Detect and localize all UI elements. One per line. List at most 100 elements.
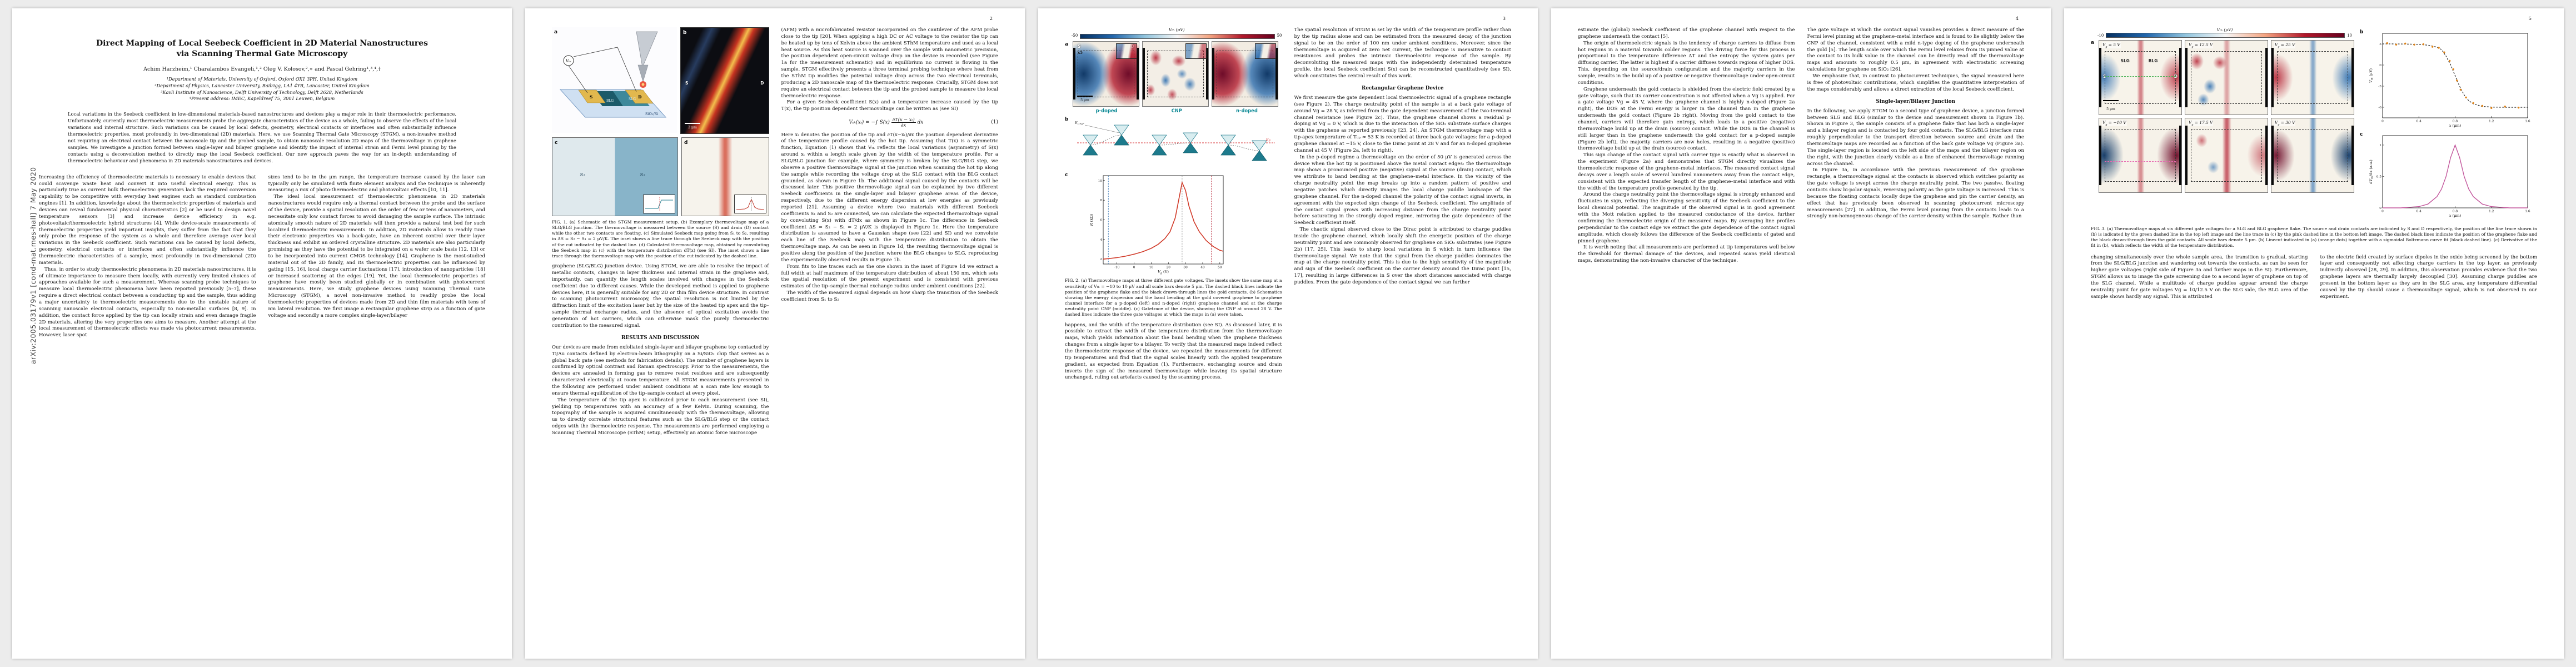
- resistance-gatetrace-plot: -10 0 10 20 30 40 50 2 4 6 8 10 Vg (V) R (kΩ): [1088, 172, 1227, 275]
- flake-outline: [2191, 128, 2262, 182]
- column-right: (AFM) with a microfabricated resistor in…: [781, 27, 999, 437]
- line-trace-inset: [734, 195, 766, 213]
- source-label: S: [1078, 43, 1081, 49]
- svg-text:0: 0: [1133, 266, 1135, 270]
- svg-text:Vth (μV): Vth (μV): [2369, 68, 2374, 83]
- ecnp-label: ECNP: [1074, 121, 1084, 126]
- colorbar-min: -50: [1072, 33, 1078, 38]
- scale-bar: 2 μm: [685, 122, 700, 131]
- doping-labels: p-doped CNP n-doped: [1095, 107, 1258, 113]
- arxiv-watermark: arXiv:2005.03179v1 [cond-mat.mes-hall] 7…: [29, 167, 37, 364]
- svg-text:1.2: 1.2: [2489, 120, 2494, 123]
- thermovoltage-map-12-5v: Vg = 12.5 V: [2185, 40, 2268, 115]
- svg-text:0.8: 0.8: [2453, 120, 2458, 123]
- body-paragraph: It is worth noting that all measurements…: [1578, 245, 1795, 264]
- svg-text:dVth/dx (a.u.): dVth/dx (a.u.): [2369, 160, 2374, 184]
- body-paragraph: The chaotic signal observed close to the…: [1294, 227, 1512, 286]
- body-paragraph: Graphene underneath the gold contacts is…: [1578, 86, 1795, 152]
- colorbar-title: Vₜₕ (μV): [2216, 27, 2233, 32]
- linecut-plot: 0 0.4 0.8 1.2 1.6 -6 -3 0 3 x (μm) Vth (μV): [2368, 29, 2532, 128]
- flake-outline: [1147, 51, 1204, 97]
- body-paragraph: The origin of thermoelectric signals is …: [1578, 40, 1795, 86]
- svg-text:Vg (V): Vg (V): [1158, 270, 1169, 275]
- figure-1: a Vₜₕ: [552, 27, 769, 259]
- svg-text:0: 0: [2381, 210, 2384, 213]
- panel-label: d: [684, 140, 688, 146]
- body-paragraph: Our devices are made from exfoliated sin…: [552, 344, 769, 396]
- drain-label: D: [760, 81, 764, 86]
- panel-label: b: [2360, 29, 2364, 35]
- body-paragraph: estimate the (global) Seebeck coefficien…: [1578, 27, 1795, 39]
- contact-bar: [1206, 48, 1208, 100]
- panel-label: a: [554, 29, 558, 35]
- column-left: changing simultaneously over the whole s…: [2091, 255, 2308, 301]
- map-p-doped: S D x5 5 μm: [1073, 41, 1139, 107]
- panel-label: a: [2091, 40, 2095, 46]
- contact-bar: [2179, 48, 2181, 107]
- affiliation: ²Department of Physics, Lancaster Univer…: [155, 82, 370, 88]
- fig1-panel-seebeck-map: c S₁ S₂: [552, 137, 678, 216]
- equation-body: Vₜₕ(xₜ) = −∫ S(x) ∂T(x − xₜ) ∂x dx: [849, 117, 924, 128]
- contact-bar: [2265, 126, 2268, 185]
- body-paragraph: We emphasize that, in contrast to photoc…: [1807, 73, 2025, 92]
- body-paragraph: In the following, we apply STGM to a sec…: [1807, 108, 2025, 167]
- panel-label: c: [555, 140, 558, 146]
- body-paragraph: happens, and the width of the temperatur…: [1065, 322, 1282, 381]
- page-3: 3 Vₜₕ (μV) -50 50 a: [1038, 8, 1538, 659]
- flake-outline: [1217, 51, 1273, 97]
- svg-text:-6: -6: [2378, 106, 2381, 109]
- svg-text:R (kΩ): R (kΩ): [1089, 214, 1094, 227]
- body-paragraph: sizes tend to be in the μm range, the te…: [268, 174, 486, 193]
- efermi-label: EF: [1265, 137, 1271, 143]
- figure-caption: FIG. 1. (a) Schematic of the STGM measur…: [552, 220, 769, 258]
- page-number: 2: [989, 16, 993, 22]
- column-right: to the electric field created by surface…: [2320, 255, 2538, 301]
- svg-text:10: 10: [1098, 180, 1103, 183]
- page-1: arXiv:2005.03179v1 [cond-mat.mes-hall] 7…: [12, 8, 512, 659]
- contact-bar: [2099, 126, 2101, 185]
- blg-label: BLG: [606, 99, 614, 103]
- thermovoltage-map-17-5v: Vg = 17.5 V: [2185, 118, 2268, 193]
- substrate-label: SiO₂/Si: [645, 112, 658, 116]
- scale-bar: 5 μm: [2103, 99, 2119, 113]
- svg-text:x (μm): x (μm): [2449, 213, 2462, 218]
- svg-text:6: 6: [1100, 219, 1102, 222]
- contact-bar: [2351, 126, 2354, 185]
- colorbar-gradient: [1080, 33, 1275, 39]
- section-heading-results: RESULTS AND DISCUSSION: [621, 335, 700, 341]
- svg-text:0: 0: [2381, 120, 2384, 123]
- fig1-panel-calculated-map: d: [681, 137, 769, 216]
- svg-text:1.6: 1.6: [2525, 120, 2530, 123]
- section-heading-slg-blg-junction: Single-layer/Bilayer Junction: [1876, 98, 1956, 104]
- seebeck-region-2-label: S₂: [640, 172, 645, 178]
- colorbar: -10 10: [2097, 33, 2352, 38]
- contact-bar: [1137, 48, 1139, 100]
- body-paragraph: In the p-doped regime a thermovoltage on…: [1294, 154, 1512, 226]
- svg-text:0: 0: [2379, 207, 2381, 210]
- contact-bar: [1275, 48, 1278, 100]
- affiliation: ³Kavli Institute of Nanoscience, Delft U…: [161, 89, 363, 95]
- panel-label: b: [683, 30, 687, 36]
- contact-bar: [1073, 48, 1075, 100]
- svg-text:1.6: 1.6: [2525, 210, 2530, 213]
- contact-bar: [1212, 48, 1214, 100]
- panel-label: b: [1065, 117, 1069, 123]
- fig1-panel-setup-schematic: a Vₜₕ: [552, 27, 677, 133]
- voltmeter-label: Vₜₕ: [566, 59, 571, 63]
- column-left: Vₜₕ (μV) -50 50 a S D: [1065, 27, 1282, 381]
- thermovoltage-map-25v: Vg = 25 V: [2271, 40, 2354, 115]
- contact-bar: [2185, 126, 2188, 185]
- drain-label: D: [2174, 73, 2178, 79]
- colorbar-min: -10: [2097, 33, 2104, 38]
- flake-outline: [2277, 128, 2348, 182]
- svg-text:0.8: 0.8: [2453, 210, 2458, 213]
- body-paragraph: Thus, in order to study thermoelectric p…: [39, 266, 256, 339]
- body-paragraph: The gate voltage at which the contact si…: [1807, 27, 2025, 73]
- gate-voltage-label: Vg = 5 V: [2102, 42, 2121, 49]
- band-diagram: ECNP EF: [1074, 121, 1275, 161]
- column-left: a Vₜₕ: [552, 27, 769, 437]
- body-paragraph: Around the charge neutrality point the t…: [1578, 192, 1795, 244]
- flake-outline: [1078, 51, 1134, 97]
- page-4: 4 estimate the (global) Seebeck coeffici…: [1551, 8, 2051, 659]
